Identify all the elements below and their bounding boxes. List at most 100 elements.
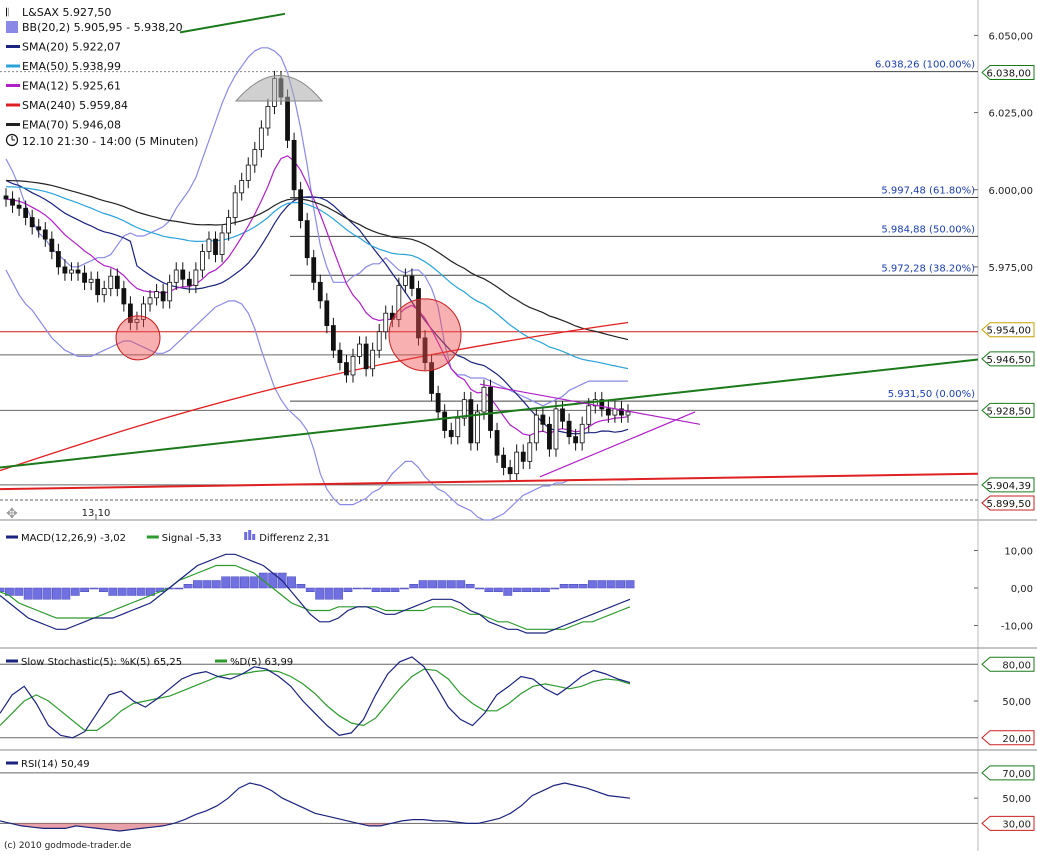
candle-body [265, 106, 271, 129]
indicator-legend-label: BB(20,2) 5.905,95 - 5.938,20 [22, 21, 183, 34]
candle-body [337, 349, 343, 363]
macd-histogram-bar [108, 587, 118, 596]
candle-body [75, 269, 81, 274]
candle-body [42, 229, 48, 240]
candle-body [442, 411, 448, 431]
macd-histogram-bar [343, 587, 353, 592]
rsi-level-tag [981, 765, 1035, 781]
highlight-circle [388, 298, 462, 372]
fib-label: 5.984,88 (50.00%) [881, 224, 975, 235]
macd-histogram-bar [522, 587, 531, 592]
price-tag-label: 5.946,50 [986, 355, 1031, 366]
candle-body [101, 288, 107, 296]
macd-histogram-bar [211, 580, 221, 589]
macd-histogram-bar [616, 580, 626, 589]
macd-histogram-bar [14, 587, 24, 596]
candle-body [304, 220, 310, 259]
stoch-legend-label: Slow Stochastic(5): %K(5) 65,25 [21, 657, 182, 668]
macd-histogram-bar [240, 576, 249, 589]
candle-body [402, 275, 408, 286]
stoch-level-tag [981, 730, 1035, 746]
candle-icon: 𝄃 [6, 6, 9, 19]
candle-body [29, 217, 35, 228]
candle-body [180, 269, 186, 280]
candle-body [206, 238, 212, 252]
candle-body [547, 423, 552, 450]
price-tag [981, 477, 1035, 493]
fib-label: 5.931,50 (0.00%) [888, 389, 975, 400]
price-tag [981, 402, 1035, 418]
rsi-level-tag [981, 815, 1035, 831]
macd-y-label: 10,00 [1004, 547, 1033, 558]
macd-histogram-bar [287, 576, 296, 589]
indicator-legend-label: SMA(20) 5.922,07 [22, 41, 121, 54]
macd-histogram-bar [512, 587, 522, 592]
candle-body [422, 337, 428, 363]
move-handle-icon: ✥ [6, 506, 18, 522]
macd-histogram-bar [559, 584, 569, 589]
indicator-legend-label: EMA(12) 5.925,61 [22, 80, 121, 93]
macd-histogram-bar [230, 576, 240, 589]
y-tick-label: 5.975,00 [988, 263, 1033, 274]
copyright-label: (c) 2010 godmode-trader.de [4, 841, 132, 851]
candle-body [409, 275, 415, 289]
candle-body [55, 251, 61, 268]
candle-body [200, 251, 205, 271]
macd-histogram-bar [33, 587, 43, 600]
rsi-y-label: 70,00 [1002, 769, 1031, 780]
macd-histogram-bar [202, 580, 212, 589]
price-tag-label: 5.954,00 [986, 326, 1031, 337]
macd-y-label: -10,00 [1001, 622, 1033, 633]
y-tick-label: 6.025,00 [988, 109, 1033, 120]
macd-signal-line [0, 564, 631, 630]
sma20-line [5, 179, 629, 435]
macd-histogram-bar [540, 587, 550, 592]
candle-body [416, 288, 421, 339]
candle-body [481, 386, 487, 413]
x-date-label: 13.10 [82, 508, 111, 519]
macd-histogram-bar [89, 587, 99, 590]
macd-histogram-bar [70, 587, 80, 596]
bb-upper-line [5, 47, 628, 407]
candle-body [291, 139, 297, 191]
macd-histogram-bar [315, 587, 325, 600]
macd-histogram-bar [136, 587, 146, 596]
stoch-y-label: 20,00 [1002, 734, 1031, 745]
symbol-label: L&SAX 5.927,50 [22, 6, 111, 19]
candle-body [62, 266, 68, 274]
macd-histogram-bar [531, 587, 541, 592]
candle-body [127, 303, 133, 323]
candle-body [245, 164, 251, 181]
candle-body [160, 291, 166, 302]
macd-histogram-bar [381, 587, 390, 592]
candle-body [3, 195, 9, 200]
candle-body [514, 451, 520, 475]
candle-body [527, 442, 533, 462]
top-marker-shape [234, 75, 324, 102]
triangle-upper-line [479, 383, 701, 425]
candle-body [435, 393, 441, 413]
macd-histogram-bar [587, 580, 597, 589]
price-tag [981, 351, 1035, 367]
macd-histogram-bar [493, 587, 503, 592]
macd-histogram-bar [475, 587, 484, 590]
fib-label: 5.972,28 (38.20%) [881, 263, 975, 274]
candle-body [448, 430, 454, 438]
candle-body [579, 423, 585, 444]
ema70-line [5, 179, 629, 341]
macd-histogram-bar [305, 587, 315, 592]
candle-body [324, 300, 330, 326]
candle-body [488, 386, 493, 431]
macd-histogram-bar [606, 580, 616, 589]
uptrend-line [0, 358, 979, 469]
macd-histogram-bar [569, 584, 579, 589]
stoch-y-label: 50,00 [1002, 697, 1031, 708]
macd-y-label: 0,00 [1011, 584, 1033, 595]
macd-histogram-bar [465, 584, 475, 589]
macd-histogram-bar [456, 580, 466, 589]
candle-body [533, 414, 539, 444]
candle-body [10, 198, 15, 206]
price-tag [981, 322, 1035, 338]
candle-body [232, 192, 238, 218]
highlight-circle [115, 315, 161, 361]
